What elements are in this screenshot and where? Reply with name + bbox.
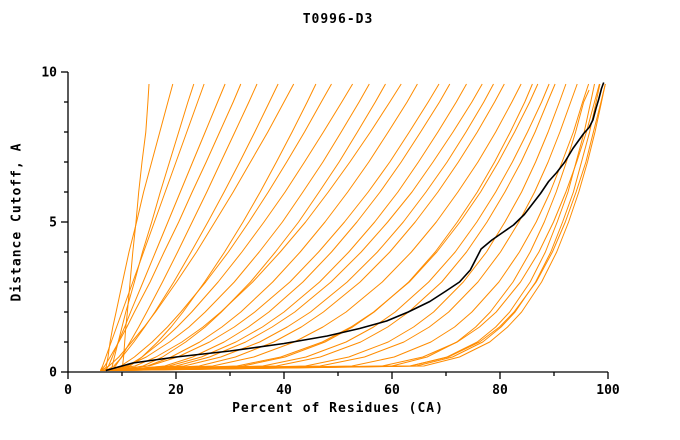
model-curve [111,83,354,371]
model-curve [100,83,595,371]
model-curve [100,83,494,371]
model-curve [116,83,386,371]
x-tick-label: 40 [276,383,292,398]
model-curve [100,83,578,371]
x-tick-label: 100 [596,383,620,398]
model-curve [105,83,556,371]
model-curve [100,83,440,371]
model-curve [100,83,370,371]
model-curve [100,83,242,371]
x-tick-label: 0 [64,383,72,398]
model-curve [116,83,550,371]
model-curve [105,83,522,371]
x-tick-label: 80 [492,383,508,398]
model-curve [111,83,418,371]
model-curve [105,83,601,371]
model-curve [100,83,295,371]
model-curve [105,83,226,371]
model-curve [100,83,539,371]
model-curve [105,83,600,371]
y-tick-label: 5 [49,216,57,231]
model-curve [99,83,205,371]
model-curve [111,89,590,371]
model-curve [105,83,279,371]
x-tick-label: 20 [168,383,184,398]
model-curve [110,83,258,371]
model-curve [116,83,505,371]
model-curve [105,83,402,371]
model-curve [111,83,483,371]
x-axis-label: Percent of Residues (CA) [232,401,444,416]
model-curve [105,83,174,371]
model-curve [111,83,567,371]
y-tick-label: 0 [49,366,57,381]
model-curve [111,83,533,371]
x-tick-label: 60 [384,383,400,398]
best-model-curve [105,82,605,372]
model-curve [105,83,467,371]
chart-title: T0996-D3 [302,12,374,27]
model-curve [105,83,332,371]
model-curve [116,83,590,371]
model-curve [116,83,606,371]
model-curve [111,83,606,371]
axes [67,72,608,373]
y-tick-label: 10 [41,66,57,81]
